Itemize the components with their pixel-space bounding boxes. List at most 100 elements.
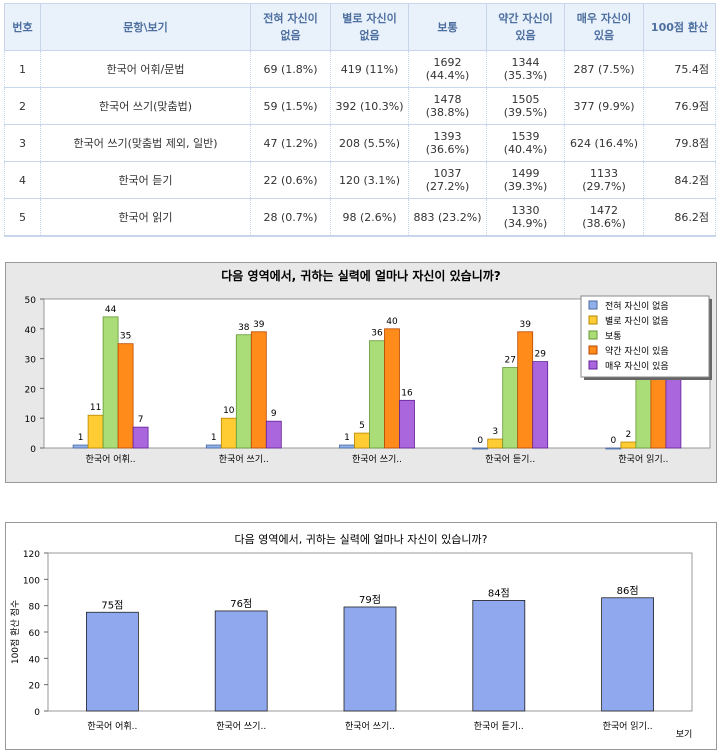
converted-score-svg: 다음 영역에서, 귀하는 실력에 얼마나 자신이 있습니까? 0 20 40 60 80 1… <box>9 532 693 740</box>
data-label: 0 <box>477 436 483 446</box>
data-label: 35 <box>120 332 131 342</box>
x-tick-label: 한국어 듣기.. <box>474 721 524 732</box>
data-label: 1 <box>344 433 350 443</box>
table-cell: 120 (3.1%) <box>330 161 409 199</box>
table-cell: 한국어 듣기 <box>40 161 251 199</box>
y-tick-label: 20 <box>25 385 37 395</box>
y-tick-label: 10 <box>25 415 37 425</box>
table-cell: 1472 (38.6%) <box>564 198 644 237</box>
table-cell: 22 (0.6%) <box>250 161 331 199</box>
bar <box>117 343 134 449</box>
table-cell: 883 (23.2%) <box>408 198 487 237</box>
table-cell: 한국어 어휘/문법 <box>40 50 251 88</box>
bar <box>250 331 267 449</box>
bar <box>605 447 622 450</box>
x-tick-label: 한국어 듣기.. <box>485 454 535 465</box>
x-tick-label: 한국어 읽기.. <box>618 454 668 465</box>
bar <box>635 379 652 449</box>
confidence-distribution-chart: 다음 영역에서, 귀하는 실력에 얼마나 자신이 있습니까? 0 10 20 30 40 5… <box>5 262 717 483</box>
table-cell: 377 (9.9%) <box>564 87 644 125</box>
bar <box>102 316 119 449</box>
table-cell: 69 (1.8%) <box>250 50 331 88</box>
legend-swatch <box>588 360 598 370</box>
data-label: 10 <box>223 406 235 416</box>
bar <box>86 611 139 712</box>
table-header-row: 번호 문항\보기 전혀 자신이 없음 별로 자신이 없음 보통 약간 자신이 있음 매우 자… <box>4 3 716 51</box>
table-cell: 한국어 쓰기(맞춤법) <box>40 87 251 125</box>
x-tick-label: 한국어 읽기.. <box>603 721 653 732</box>
data-label: 75점 <box>101 599 123 611</box>
table-row: 4 한국어 듣기 22 (0.6%) 120 (3.1%) 1037 (27.2%) 14… <box>4 161 716 199</box>
table-cell: 75.4점 <box>643 50 716 88</box>
data-label: 29 <box>534 350 546 360</box>
data-label: 2 <box>626 430 632 440</box>
y-tick-label: 50 <box>25 296 37 306</box>
table-cell: 3 <box>4 124 41 162</box>
table-cell: 28 (0.7%) <box>250 198 331 237</box>
legend-label: 별로 자신이 없음 <box>605 316 669 327</box>
table-cell: 76.9점 <box>643 87 716 125</box>
data-label: 11 <box>90 403 101 413</box>
bar <box>132 426 149 449</box>
bar <box>502 367 519 449</box>
table-cell: 59 (1.5%) <box>250 87 331 125</box>
bar <box>214 610 268 712</box>
data-label: 0 <box>611 436 617 446</box>
chart-title: 다음 영역에서, 귀하는 실력에 얼마나 자신이 있습니까? <box>221 268 501 283</box>
table-row: 5 한국어 읽기 28 (0.7%) 98 (2.6%) 883 (23.2%) 1330… <box>4 198 716 237</box>
bar <box>601 597 654 712</box>
bar <box>220 417 237 449</box>
converted-score-chart: 다음 영역에서, 귀하는 실력에 얼마나 자신이 있습니까? 0 20 40 60 80 1… <box>5 522 717 750</box>
bar <box>265 420 282 449</box>
x-tick-label: 한국어 쓰기.. <box>219 454 269 465</box>
bar <box>384 328 400 449</box>
table-cell: 392 (10.3%) <box>330 87 409 125</box>
table-cell: 1478 (38.8%) <box>408 87 487 125</box>
y-tick-label: 40 <box>25 326 37 336</box>
table-cell: 1133 (29.7%) <box>564 161 644 199</box>
legend-label: 약간 자신이 있음 <box>605 345 669 357</box>
data-label: 39 <box>519 320 531 330</box>
legend-swatch <box>588 300 598 310</box>
table-cell: 419 (11%) <box>330 50 409 88</box>
x-tick-label: 한국어 어휘.. <box>87 721 137 732</box>
bar <box>72 444 89 449</box>
data-label: 84점 <box>488 587 510 599</box>
bar <box>339 444 355 449</box>
chart-title: 다음 영역에서, 귀하는 실력에 얼마나 자신이 있습니까? <box>235 532 488 546</box>
y-tick-label: 100 <box>23 576 40 586</box>
bar <box>517 331 534 449</box>
column-header-4: 보통 <box>408 3 487 51</box>
y-tick-label: 0 <box>30 445 36 455</box>
legend-label: 보통 <box>605 331 622 342</box>
table-cell: 한국어 읽기 <box>40 198 251 237</box>
bar <box>205 444 222 449</box>
data-label: 86점 <box>617 585 639 597</box>
table-cell: 4 <box>4 161 41 199</box>
table-cell: 한국어 쓰기(맞춤법 제외, 일반) <box>40 124 251 162</box>
y-tick-label: 30 <box>25 356 37 366</box>
y-tick-label: 120 <box>23 550 40 560</box>
table-cell: 86.2점 <box>643 198 716 237</box>
table-cell: 1344 (35.3%) <box>486 50 565 88</box>
data-label: 9 <box>271 409 277 419</box>
column-header-7: 100점 환산 <box>643 3 716 51</box>
legend-label: 매우 자신이 있음 <box>605 360 669 372</box>
bar <box>369 340 385 449</box>
data-label: 76점 <box>230 598 252 610</box>
data-label: 5 <box>359 421 365 431</box>
bar <box>399 399 415 449</box>
data-label: 7 <box>138 415 144 425</box>
x-tick-label: 한국어 쓰기.. <box>352 454 402 465</box>
data-label: 39 <box>253 320 265 330</box>
legend-swatch <box>588 330 598 340</box>
bar <box>487 438 504 449</box>
y-tick-label: 20 <box>29 682 41 692</box>
data-label: 3 <box>492 427 498 437</box>
table-cell: 287 (7.5%) <box>564 50 644 88</box>
legend-label: 전혀 자신이 없음 <box>605 301 669 312</box>
data-label: 44 <box>105 305 117 315</box>
table-cell: 1330 (34.9%) <box>486 198 565 237</box>
column-header-1: 문항\보기 <box>40 3 251 51</box>
y-tick-label: 0 <box>34 708 40 718</box>
